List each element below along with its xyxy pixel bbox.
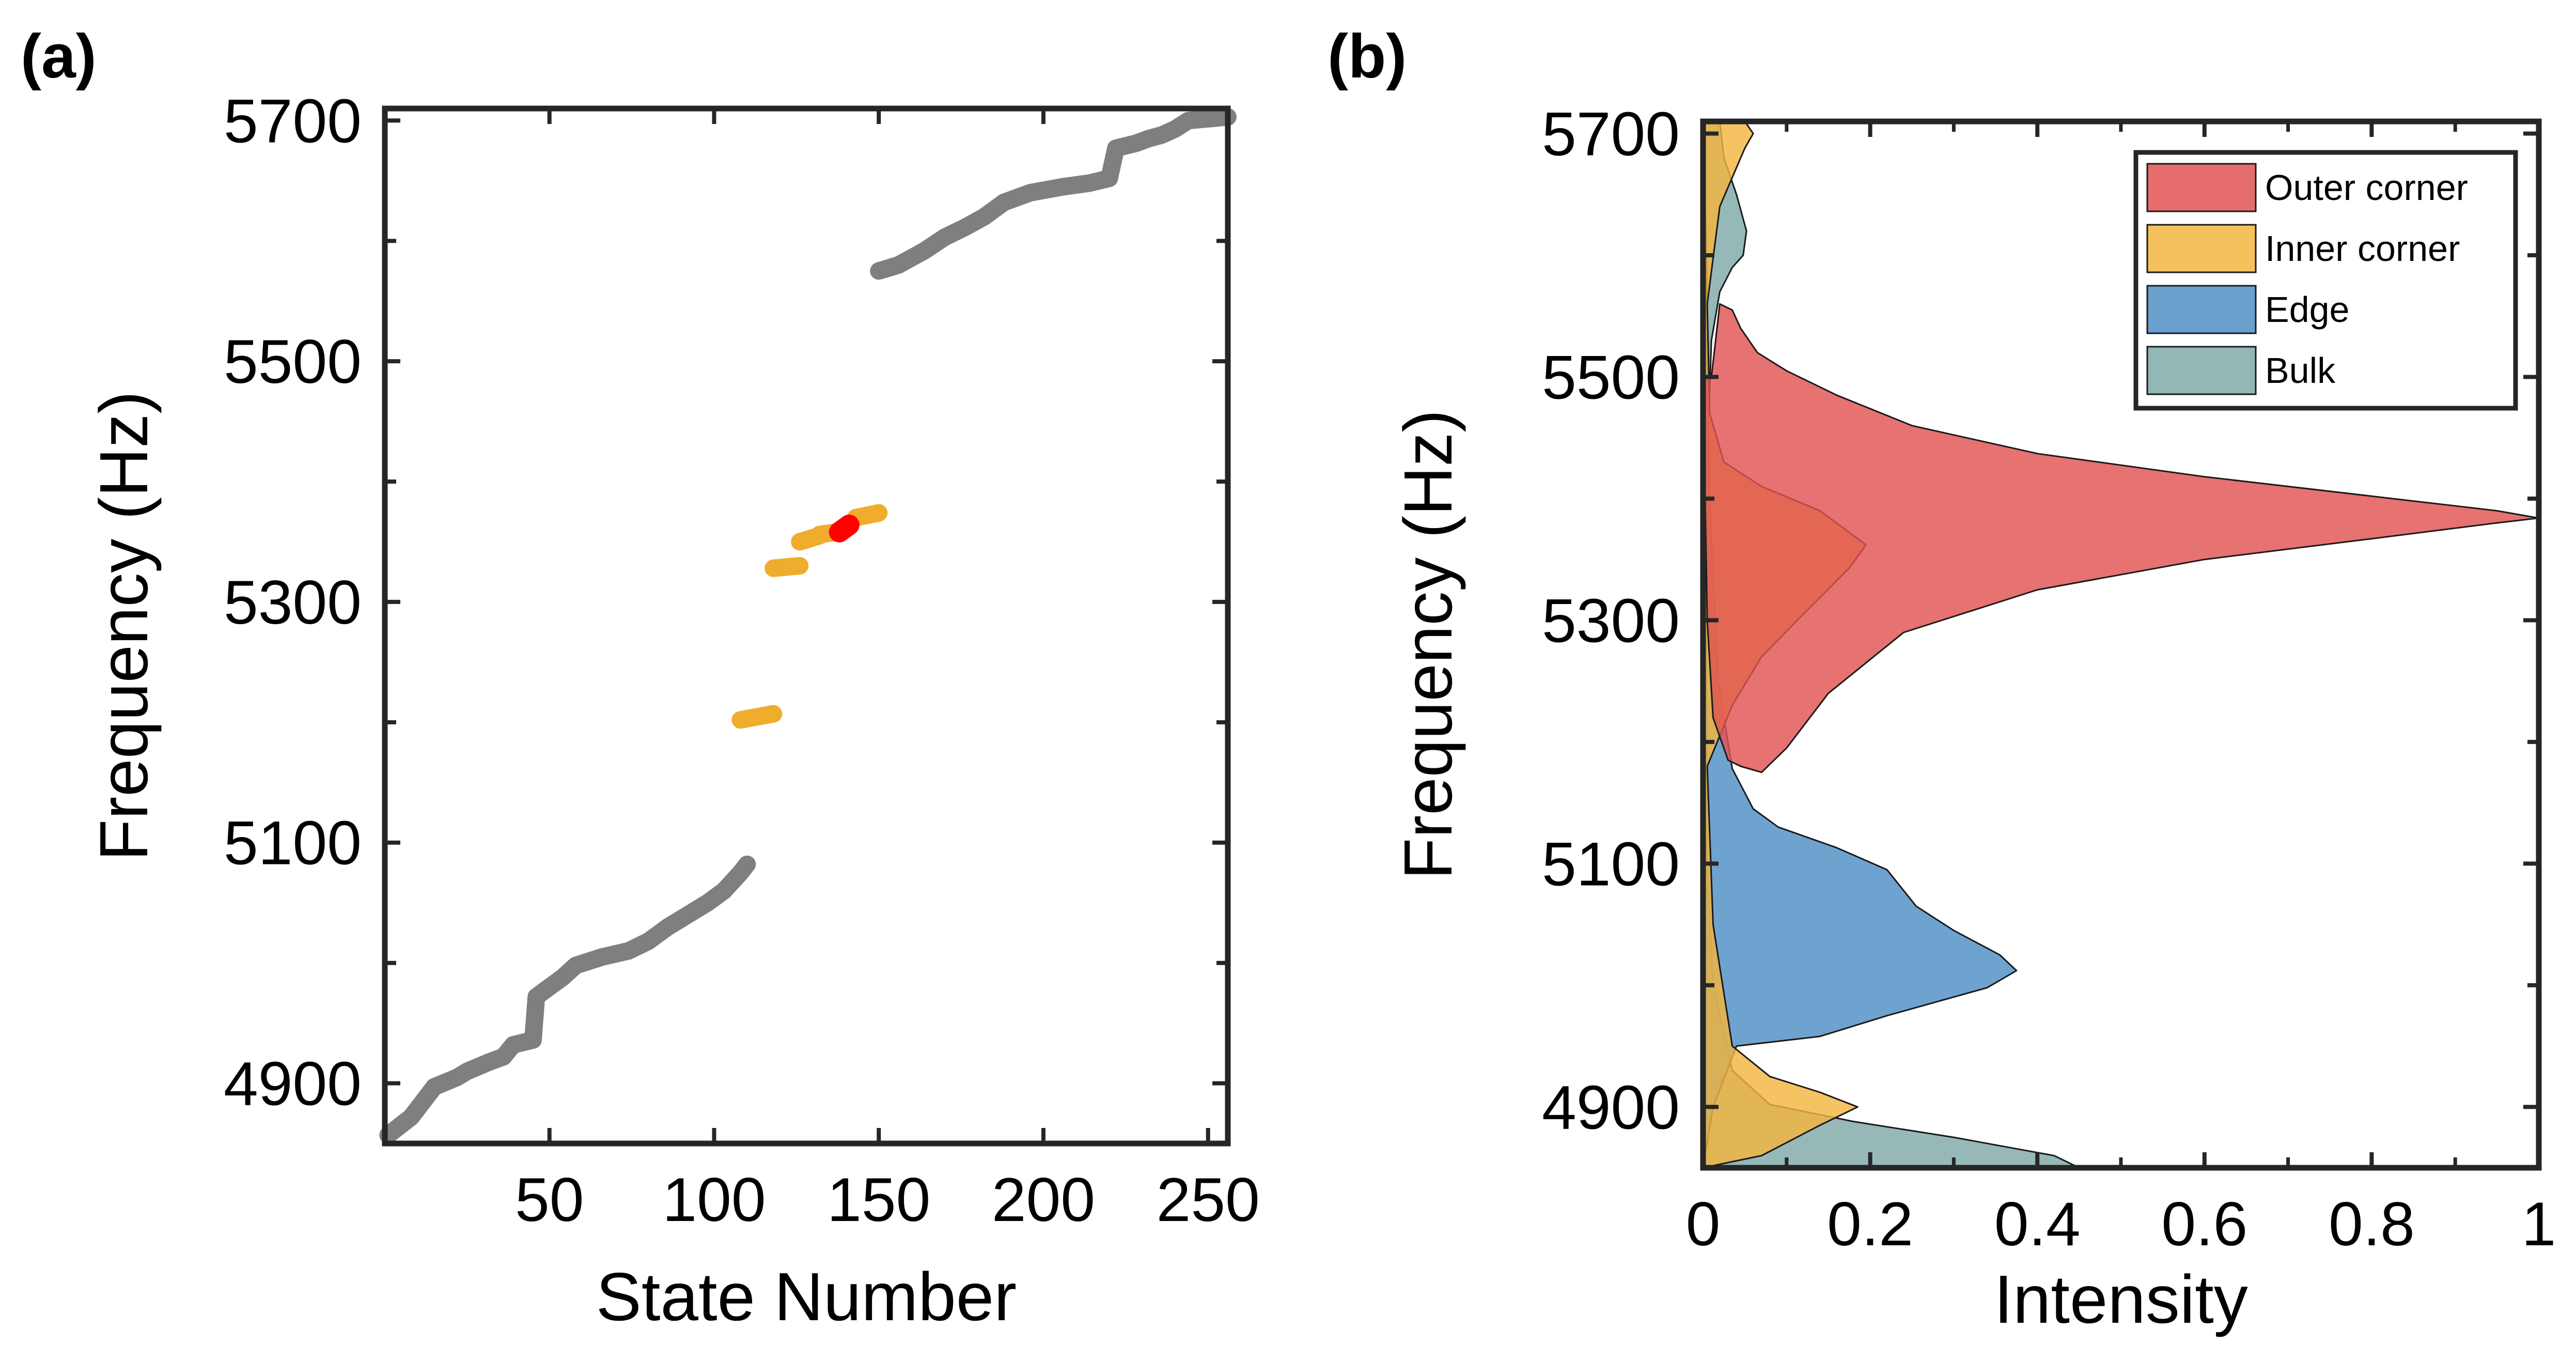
legend-label-edge: Edge [2265, 289, 2349, 330]
legend: Outer corner Inner corner Edge Bulk [2133, 150, 2518, 411]
bulk-states-low [379, 855, 756, 1144]
legend-label-inner-corner: Inner corner [2265, 228, 2460, 269]
panel-b-y-tick-label: 5500 [1542, 343, 1680, 412]
legend-label-outer-corner: Outer corner [2265, 167, 2468, 208]
panel-b-intensity-areas: (b) 0 0.2 0.4 0.6 0.8 1 4900 5100 5300 5500 5700 I… [1328, 22, 2556, 1337]
panel-a-y-tick-label: 4900 [224, 1049, 362, 1119]
panel-b-x-tick-label: 0.2 [1827, 1189, 1913, 1259]
legend-swatch-edge [2146, 285, 2257, 334]
panel-a-x-tick-label: 200 [992, 1165, 1095, 1234]
panel-b-x-tick-label: 0.4 [1994, 1189, 2081, 1259]
panel-b-x-tick-label: 0.8 [2329, 1189, 2415, 1259]
panel-b-y-axis-label: Frequency (Hz) [1390, 410, 1466, 880]
panel-a-x-tick-label: 100 [662, 1165, 766, 1234]
panel-a-frame [382, 105, 1231, 1147]
panel-b-frame [1700, 118, 2542, 1171]
panel-b-y-tick-label: 5700 [1542, 100, 1680, 169]
panel-b-x-axis-label: Intensity [1994, 1261, 2248, 1337]
panel-a-y-axis-label: Frequency (Hz) [86, 391, 162, 861]
panel-a-label: (a) [21, 22, 97, 91]
panel-b-label: (b) [1328, 22, 1407, 91]
panel-a-ticks [385, 109, 1228, 1143]
panel-b-tick-labels: 0 0.2 0.4 0.6 0.8 1 4900 5100 5300 5500 5700 [1542, 100, 2556, 1259]
panel-a-x-tick-label: 150 [827, 1165, 930, 1234]
area-outer-corner [1703, 303, 2539, 774]
panel-a-data [379, 108, 1237, 1144]
panel-b-y-tick-label: 4900 [1542, 1073, 1680, 1142]
panel-a-x-axis-label: State Number [596, 1259, 1017, 1335]
legend-swatch-outer-corner [2146, 163, 2257, 212]
inner-corner-states [764, 557, 809, 577]
legend-label-bulk: Bulk [2265, 350, 2336, 391]
panel-a-state-scatter: (a) 50 100 150 200 250 4900 5100 5300 5500 5700 S… [21, 22, 1260, 1335]
panel-a-y-tick-label: 5100 [224, 809, 362, 878]
panel-a-y-tick-label: 5700 [224, 86, 362, 156]
panel-b-y-tick-label: 5300 [1542, 586, 1680, 655]
outer-corner-states [829, 514, 860, 543]
legend-swatch-inner-corner [2146, 224, 2257, 273]
legend-swatch-bulk [2146, 346, 2257, 395]
panel-b-x-tick-label: 0.6 [2161, 1189, 2247, 1259]
panel-b-x-tick-label: 0 [1686, 1189, 1721, 1259]
panel-b-data [1703, 121, 2539, 1168]
panel-b-y-tick-label: 5100 [1542, 829, 1680, 899]
panel-a-x-tick-label: 50 [515, 1165, 584, 1234]
panel-a-y-tick-label: 5500 [224, 327, 362, 396]
inner-corner-states [731, 705, 783, 729]
panel-a-tick-labels: 50 100 150 200 250 4900 5100 5300 5500 5700 [224, 86, 1260, 1234]
inner-corner-states [847, 504, 888, 527]
panel-a-y-tick-label: 5300 [224, 568, 362, 637]
bulk-states-high [870, 108, 1237, 280]
panel-a-x-tick-label: 250 [1157, 1165, 1260, 1234]
panel-b-x-tick-label: 1 [2522, 1189, 2556, 1259]
